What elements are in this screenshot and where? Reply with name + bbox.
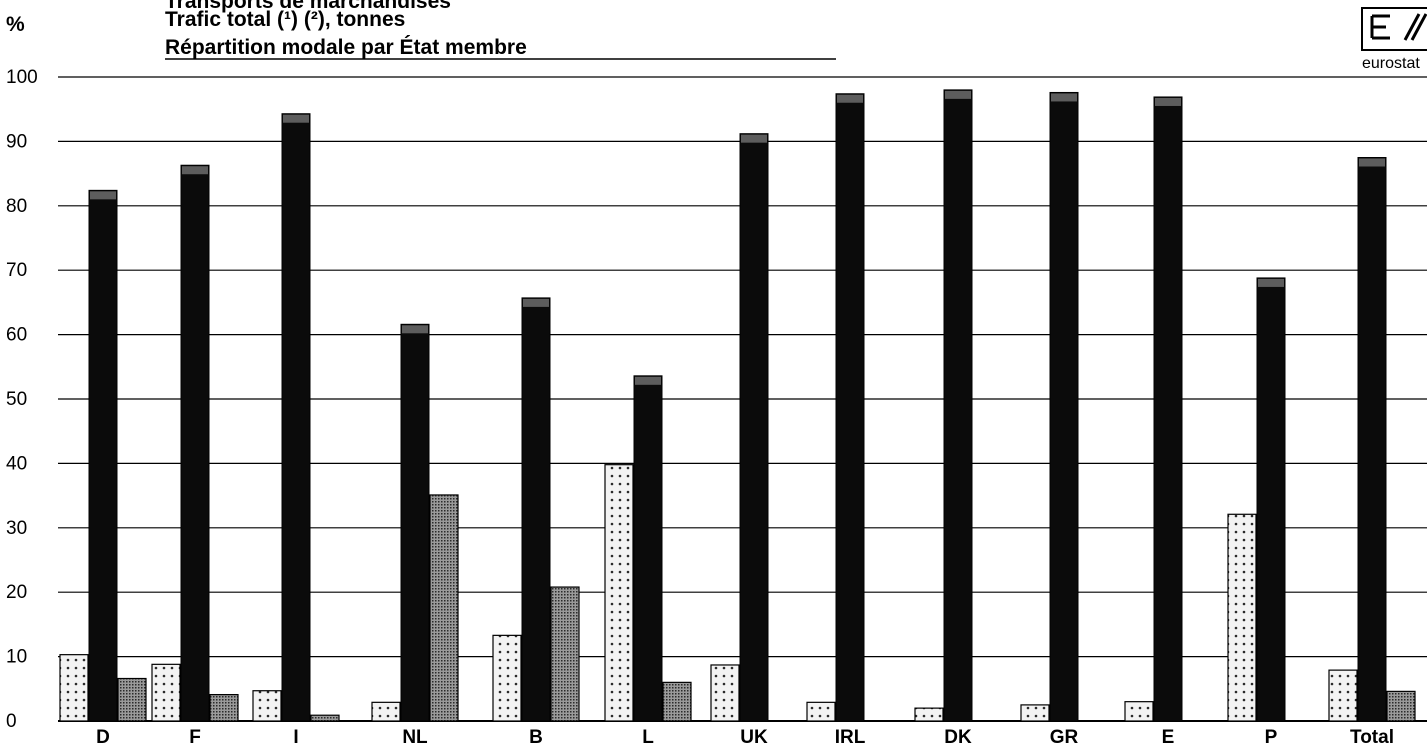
bar-dotted-total <box>1328 669 1358 722</box>
bar-dotted-l <box>604 464 634 722</box>
category-label-irl: IRL <box>835 727 866 746</box>
category-label-dk: DK <box>944 727 972 746</box>
bar-dense-f <box>209 693 239 722</box>
bar-dark-p <box>1256 277 1286 722</box>
category-label-i: I <box>293 727 298 746</box>
y-tick-label-50: 50 <box>6 389 27 410</box>
category-label-p: P <box>1265 727 1278 746</box>
bar-dark-nl <box>400 323 430 722</box>
bar-dark-e <box>1153 96 1183 722</box>
eurostat-logo-text: eurostat <box>1362 55 1420 72</box>
bar-dotted-p <box>1227 513 1257 722</box>
bar-dense-nl <box>429 494 459 722</box>
bar-dark-uk <box>739 133 769 722</box>
y-tick-label-0: 0 <box>6 711 17 732</box>
bar-dark-total <box>1357 157 1387 722</box>
category-labels: D F I NL B L UK IRL DK GR E P Total <box>96 727 1394 746</box>
bar-dense-d <box>117 677 147 722</box>
bar-dark-d <box>88 189 118 722</box>
category-label-b: B <box>529 727 543 746</box>
category-label-e: E <box>1162 727 1175 746</box>
bar-dark-dk <box>943 89 973 722</box>
bar-dense-b <box>550 586 580 722</box>
category-label-total: Total <box>1350 727 1394 746</box>
bar-dark-i <box>281 113 311 722</box>
bar-dense-l <box>662 681 692 722</box>
bars <box>59 89 1416 722</box>
bar-dark-irl <box>835 93 865 722</box>
y-tick-label-20: 20 <box>6 582 27 603</box>
y-tick-label-100: 100 <box>6 67 38 88</box>
y-tick-label-90: 90 <box>6 131 27 152</box>
bar-dotted-i <box>252 690 282 722</box>
y-axis-unit: % <box>6 13 25 36</box>
bar-dark-l <box>633 375 663 722</box>
category-label-d: D <box>96 727 110 746</box>
bar-dotted-dk <box>914 707 944 722</box>
chart-title-line-2: Trafic total (¹) (²), tonnes <box>165 8 405 31</box>
category-label-nl: NL <box>402 727 428 746</box>
y-axis-ticks: 0 10 20 30 40 50 60 70 80 90 100 <box>6 67 38 732</box>
bar-dotted-uk <box>710 664 740 722</box>
bar-dotted-f <box>151 663 181 722</box>
bar-dark-b <box>521 297 551 722</box>
category-label-f: F <box>189 727 201 746</box>
bar-dense-total <box>1386 690 1416 722</box>
bar-dotted-e <box>1124 701 1154 722</box>
category-label-uk: UK <box>740 727 768 746</box>
eurostat-emblem-icon <box>1361 7 1427 51</box>
y-tick-label-10: 10 <box>6 647 27 668</box>
y-tick-label-70: 70 <box>6 260 27 281</box>
bar-dotted-b <box>492 634 522 722</box>
bar-dark-f <box>180 164 210 722</box>
y-tick-label-40: 40 <box>6 453 27 474</box>
bar-dotted-irl <box>806 701 836 722</box>
category-label-l: L <box>642 727 654 746</box>
bar-dotted-d <box>59 654 89 722</box>
chart-title-line-3: Répartition modale par État membre <box>165 36 527 59</box>
category-label-gr: GR <box>1050 727 1079 746</box>
y-tick-label-60: 60 <box>6 325 27 346</box>
bar-dense-i <box>310 714 340 722</box>
bar-dotted-gr <box>1020 704 1050 722</box>
bar-dark-gr <box>1049 91 1079 722</box>
bar-dotted-nl <box>371 701 401 722</box>
y-tick-label-80: 80 <box>6 196 27 217</box>
y-tick-label-30: 30 <box>6 518 27 539</box>
chart-title-line-1: Transports de marchandises <box>165 0 451 13</box>
